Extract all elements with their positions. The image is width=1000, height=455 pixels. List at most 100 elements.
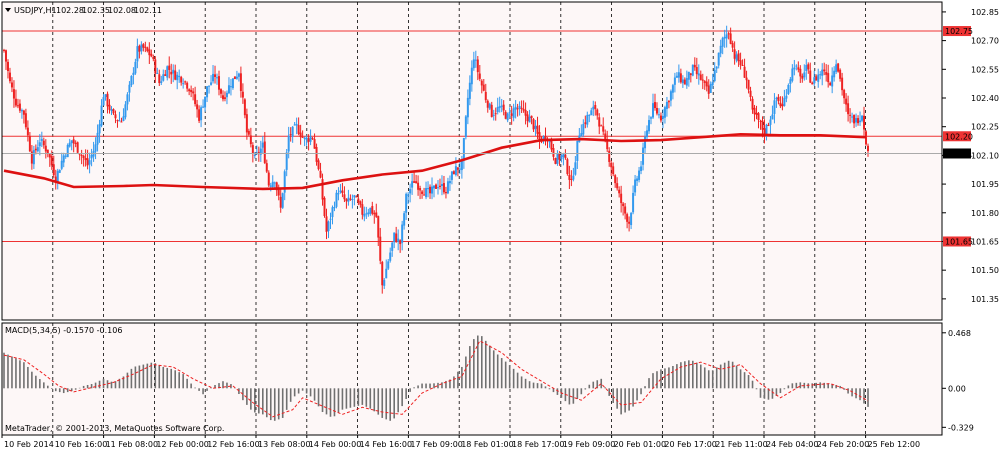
candle-body bbox=[570, 178, 573, 180]
candle-body bbox=[464, 116, 467, 138]
candle-body bbox=[727, 33, 730, 35]
candle-body bbox=[247, 130, 250, 135]
candle-body bbox=[438, 185, 441, 187]
candle-body bbox=[845, 98, 848, 105]
candle-body bbox=[102, 97, 105, 106]
candle-body bbox=[819, 74, 822, 76]
candle-body bbox=[84, 157, 87, 161]
macd-tick-label: 0.00 bbox=[948, 384, 966, 393]
candle-body bbox=[206, 86, 209, 98]
candle-body bbox=[72, 139, 75, 144]
candle-body bbox=[281, 193, 284, 208]
candle-body bbox=[618, 189, 621, 194]
candle-body bbox=[516, 108, 519, 110]
candle-body bbox=[582, 124, 585, 135]
candle-body bbox=[3, 49, 5, 51]
candle-body bbox=[62, 155, 65, 163]
candle-body bbox=[46, 149, 49, 154]
candle-body bbox=[275, 182, 278, 191]
candle-body bbox=[703, 81, 706, 83]
candle-body bbox=[476, 59, 479, 73]
candle-body bbox=[355, 196, 358, 198]
candle-body bbox=[785, 95, 788, 99]
candle-body bbox=[472, 59, 475, 69]
time-tick-label: 20 Feb 01:00 bbox=[614, 440, 666, 449]
candle-body bbox=[333, 207, 336, 209]
candle-body bbox=[616, 183, 619, 189]
symbol-label: USDJPY,H1 bbox=[14, 6, 57, 15]
candle-body bbox=[369, 207, 372, 214]
candle-body bbox=[490, 104, 493, 117]
candle-body bbox=[170, 71, 173, 75]
candle-body bbox=[753, 107, 756, 115]
chart-menu-triangle-icon[interactable] bbox=[5, 8, 11, 12]
candle-body bbox=[731, 43, 734, 48]
candle-body bbox=[184, 81, 187, 83]
candle-body bbox=[403, 213, 406, 226]
candle-body bbox=[66, 144, 69, 158]
candle-body bbox=[277, 188, 280, 196]
candle-body bbox=[632, 192, 635, 213]
candle-body bbox=[168, 65, 171, 70]
candle-body bbox=[673, 77, 676, 85]
candle-body bbox=[154, 59, 157, 74]
candle-body bbox=[787, 84, 790, 95]
candle-body bbox=[391, 242, 394, 251]
candle-body bbox=[484, 91, 487, 101]
candle-body bbox=[833, 70, 836, 78]
price-level-tag bbox=[943, 26, 971, 37]
candle-body bbox=[747, 79, 750, 90]
candle-body bbox=[14, 98, 17, 106]
candle-body bbox=[809, 70, 812, 83]
candle-body bbox=[219, 89, 222, 94]
candle-body bbox=[349, 198, 352, 200]
price-tick-label: 101.80 bbox=[971, 209, 999, 218]
candle-body bbox=[233, 76, 236, 79]
candle-body bbox=[478, 73, 481, 79]
candle-body bbox=[665, 101, 668, 109]
candle-body bbox=[709, 83, 712, 93]
macd-tick-label: 0.468 bbox=[948, 329, 971, 338]
candle-body bbox=[393, 232, 396, 243]
candle-body bbox=[767, 124, 770, 126]
candle-body bbox=[375, 212, 378, 217]
candle-body bbox=[64, 155, 67, 157]
candle-body bbox=[291, 126, 294, 137]
candle-body bbox=[689, 73, 692, 76]
candle-body bbox=[797, 67, 800, 70]
candle-body bbox=[735, 54, 738, 61]
candle-body bbox=[644, 136, 647, 149]
candle-body bbox=[88, 160, 91, 165]
candle-body bbox=[592, 106, 595, 110]
candle-body bbox=[739, 60, 742, 65]
candle-body bbox=[231, 78, 234, 89]
price-pane-border bbox=[1, 1, 943, 321]
candle-body bbox=[116, 120, 119, 122]
candle-body bbox=[158, 74, 161, 84]
time-tick-label: 19 Feb 09:00 bbox=[563, 440, 615, 449]
candle-body bbox=[289, 134, 292, 136]
candle-body bbox=[58, 170, 61, 173]
candle-body bbox=[745, 77, 748, 81]
candle-body bbox=[218, 76, 221, 90]
candle-body bbox=[482, 84, 485, 91]
candle-body bbox=[560, 155, 563, 160]
candle-body bbox=[799, 68, 802, 77]
candle-body bbox=[413, 181, 416, 183]
candle-body bbox=[456, 167, 459, 170]
candle-body bbox=[315, 147, 318, 162]
candle-body bbox=[542, 136, 545, 141]
candle-body bbox=[532, 119, 535, 130]
candle-body bbox=[383, 279, 386, 286]
candle-body bbox=[307, 138, 310, 142]
candle-body bbox=[548, 141, 551, 143]
price-tick-label: 101.35 bbox=[971, 295, 999, 304]
candle-body bbox=[353, 195, 356, 198]
candle-body bbox=[271, 181, 274, 188]
candle-body bbox=[118, 120, 121, 122]
candle-body bbox=[769, 119, 772, 125]
candle-body bbox=[705, 81, 708, 87]
candle-body bbox=[339, 190, 342, 193]
